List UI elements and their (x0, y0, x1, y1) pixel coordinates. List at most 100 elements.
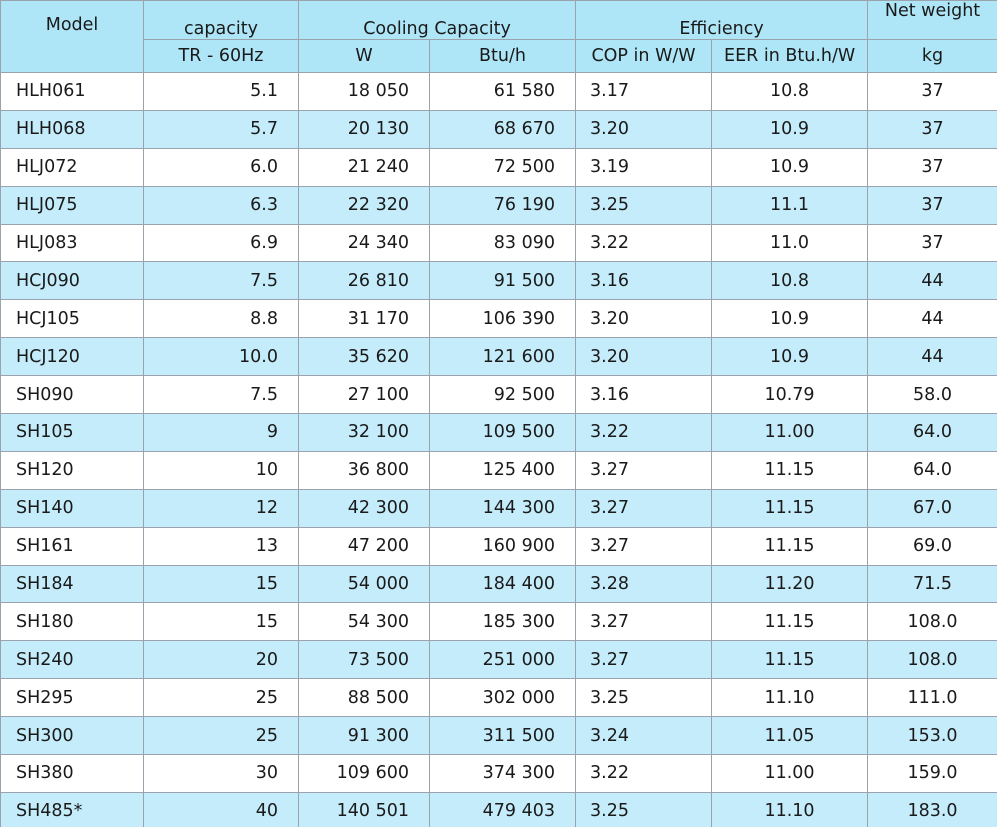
cell-cop: 3.24 (575, 716, 713, 756)
cell-weight-kg: 58.0 (867, 375, 997, 415)
table-row: HLJ075 6.3 22 320 76 190 3.25 11.1 37 (0, 185, 997, 225)
cell-cooling-btu: 68 670 (428, 109, 577, 149)
cell-weight-kg: 71.5 (867, 564, 997, 604)
cell-capacity-tr: 10.0 (143, 337, 299, 377)
cell-weight-kg: 37 (867, 223, 997, 263)
cell-capacity-tr: 5.7 (143, 109, 299, 149)
cell-eer: 11.10 (711, 791, 869, 827)
cell-weight-kg: 44 (867, 299, 997, 339)
table-row: SH184 15 54 000 184 400 3.28 11.20 71.5 (0, 564, 997, 604)
cell-cop: 3.25 (575, 185, 713, 225)
table-row: SH180 15 54 300 185 300 3.27 11.15 108.0 (0, 602, 997, 642)
cell-model: SH380 (0, 754, 144, 793)
cell-eer: 10.9 (711, 299, 869, 339)
cell-model: SH184 (0, 564, 144, 604)
cell-cooling-w: 36 800 (298, 450, 430, 490)
cell-cop: 3.20 (575, 337, 713, 377)
cell-cooling-btu: 83 090 (428, 223, 577, 263)
cell-model: HCJ090 (0, 261, 144, 301)
cell-cop: 3.22 (575, 754, 713, 793)
cell-cooling-w: 54 000 (298, 564, 430, 604)
cell-cooling-btu: 72 500 (428, 147, 577, 187)
cell-cooling-w: 109 600 (298, 754, 430, 793)
cell-weight-kg: 37 (867, 109, 997, 149)
cell-cop: 3.27 (575, 640, 713, 680)
cell-eer: 11.15 (711, 450, 869, 490)
cell-cooling-w: 21 240 (298, 147, 430, 187)
cell-eer: 10.9 (711, 147, 869, 187)
cell-eer: 11.1 (711, 185, 869, 225)
table-row: SH380 30 109 600 374 300 3.22 11.00 159.0 (0, 754, 997, 793)
cell-cooling-btu: 374 300 (428, 754, 577, 793)
cell-cop: 3.19 (575, 147, 713, 187)
table-row: SH300 25 91 300 311 500 3.24 11.05 153.0 (0, 716, 997, 756)
cell-cooling-btu: 302 000 (428, 678, 577, 718)
cell-capacity-tr: 13 (143, 526, 299, 566)
cell-capacity-tr: 5.1 (143, 72, 299, 111)
cell-eer: 10.79 (711, 375, 869, 415)
cell-cooling-w: 31 170 (298, 299, 430, 339)
cell-eer: 11.15 (711, 488, 869, 528)
cell-cooling-w: 27 100 (298, 375, 430, 415)
header-efficiency: Efficiency (575, 0, 869, 40)
cell-capacity-tr: 15 (143, 602, 299, 642)
cell-cooling-btu: 121 600 (428, 337, 577, 377)
cell-cooling-btu: 184 400 (428, 564, 577, 604)
cell-cooling-btu: 144 300 (428, 488, 577, 528)
cell-weight-kg: 108.0 (867, 602, 997, 642)
cell-cooling-w: 73 500 (298, 640, 430, 680)
cell-cooling-btu: 76 190 (428, 185, 577, 225)
header-capacity-unit: TR - 60Hz (143, 39, 299, 73)
cell-eer: 10.9 (711, 109, 869, 149)
cell-cop: 3.27 (575, 602, 713, 642)
cell-capacity-tr: 20 (143, 640, 299, 680)
cell-capacity-tr: 12 (143, 488, 299, 528)
cell-cooling-btu: 91 500 (428, 261, 577, 301)
cell-weight-kg: 67.0 (867, 488, 997, 528)
cell-cop: 3.20 (575, 109, 713, 149)
header-net-weight: Net weight (867, 0, 997, 40)
table-row: SH140 12 42 300 144 300 3.27 11.15 67.0 (0, 488, 997, 528)
cell-model: SH240 (0, 640, 144, 680)
cell-capacity-tr: 10 (143, 450, 299, 490)
cell-model: SH295 (0, 678, 144, 718)
table-row: HLH068 5.7 20 130 68 670 3.20 10.9 37 (0, 109, 997, 149)
table-row: SH090 7.5 27 100 92 500 3.16 10.79 58.0 (0, 375, 997, 415)
cell-cooling-btu: 311 500 (428, 716, 577, 756)
cell-cop: 3.25 (575, 678, 713, 718)
cell-cooling-w: 88 500 (298, 678, 430, 718)
cell-cooling-w: 24 340 (298, 223, 430, 263)
cell-capacity-tr: 6.0 (143, 147, 299, 187)
cell-cooling-btu: 109 500 (428, 413, 577, 452)
cell-cooling-btu: 106 390 (428, 299, 577, 339)
cell-weight-kg: 108.0 (867, 640, 997, 680)
table-body: HLH061 5.1 18 050 61 580 3.17 10.8 37 HLH068 5.7… (0, 72, 997, 827)
cell-cooling-w: 32 100 (298, 413, 430, 452)
cell-eer: 11.10 (711, 678, 869, 718)
cell-cooling-w: 35 620 (298, 337, 430, 377)
cell-weight-kg: 159.0 (867, 754, 997, 793)
cell-weight-kg: 64.0 (867, 450, 997, 490)
cell-cop: 3.27 (575, 450, 713, 490)
cell-cooling-w: 42 300 (298, 488, 430, 528)
cell-eer: 11.15 (711, 640, 869, 680)
header-cop: COP in W/W (575, 39, 713, 73)
table-row: HLJ072 6.0 21 240 72 500 3.19 10.9 37 (0, 147, 997, 187)
cell-capacity-tr: 30 (143, 754, 299, 793)
cell-cooling-w: 140 501 (298, 791, 430, 827)
cell-model: SH120 (0, 450, 144, 490)
cell-model: HCJ105 (0, 299, 144, 339)
cell-cop: 3.28 (575, 564, 713, 604)
header-cooling-btu: Btu/h (428, 39, 577, 73)
table-row: SH295 25 88 500 302 000 3.25 11.10 111.0 (0, 678, 997, 718)
cell-cop: 3.27 (575, 526, 713, 566)
cell-model: SH300 (0, 716, 144, 756)
cell-eer: 11.00 (711, 754, 869, 793)
header-cooling-w: W (298, 39, 430, 73)
cell-weight-kg: 37 (867, 185, 997, 225)
cell-model: HLH068 (0, 109, 144, 149)
header-capacity: capacity (143, 0, 299, 40)
cell-eer: 10.9 (711, 337, 869, 377)
